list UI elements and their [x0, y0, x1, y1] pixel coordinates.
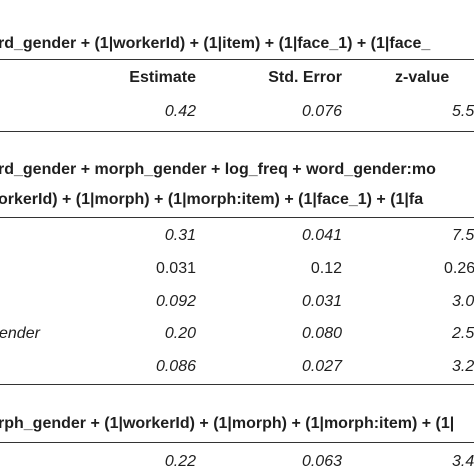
model1-std-error: 0.076: [301, 103, 342, 120]
model2-row3-z-value: 3.0: [452, 293, 474, 310]
model2-row4-label: ender: [0, 325, 40, 342]
model3-rule: [0, 442, 474, 443]
model1-bottom-rule: [0, 131, 474, 132]
model2-row5-z-value: 3.2: [452, 358, 474, 375]
model1-formula: rd_gender + (1|workerId) + (1|item) + (1…: [0, 35, 431, 52]
model2-row2-estimate: 0.031: [155, 260, 196, 277]
model2-row2-z-value: 0.26: [444, 260, 474, 277]
model2-row2-std-error: 0.12: [310, 260, 342, 277]
z-value-column-header: z-value: [395, 69, 450, 86]
model2-formula-line2: orkerId) + (1|morph) + (1|morph:item) + …: [0, 191, 424, 208]
model2-bottom-rule: [0, 384, 474, 385]
model2-rule: [0, 217, 474, 218]
model2-row3-estimate: 0.092: [155, 293, 196, 310]
model3-z-value: 3.4: [452, 453, 474, 470]
model3-formula: rph_gender + (1|workerId) + (1|morph) + …: [0, 415, 455, 432]
model2-row4-z-value: 2.5: [452, 325, 474, 342]
model2-row5-estimate: 0.086: [155, 358, 196, 375]
model1-rule: [0, 59, 474, 60]
model3-std-error: 0.063: [301, 453, 342, 470]
model2-row4-std-error: 0.080: [301, 325, 342, 342]
std-error-column-header: Std. Error: [268, 69, 342, 86]
estimate-column-header: Estimate: [129, 69, 196, 86]
model1-z-value: 5.5: [452, 103, 474, 120]
model1-estimate: 0.42: [164, 103, 196, 120]
model2-row4-estimate: 0.20: [164, 325, 196, 342]
model3-estimate: 0.22: [164, 453, 196, 470]
model2-row5-std-error: 0.027: [301, 358, 342, 375]
model2-row1-std-error: 0.041: [301, 227, 342, 244]
model2-row3-std-error: 0.031: [301, 293, 342, 310]
model2-row1-estimate: 0.31: [164, 227, 196, 244]
model2-row1-z-value: 7.5: [452, 227, 474, 244]
model2-formula-line1: rd_gender + morph_gender + log_freq + wo…: [0, 161, 436, 178]
